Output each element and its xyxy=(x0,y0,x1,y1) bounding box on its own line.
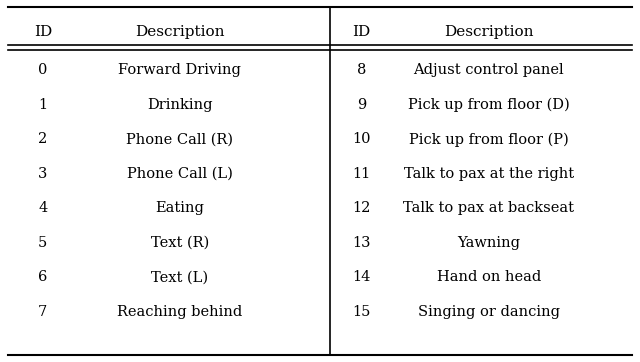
Text: 15: 15 xyxy=(352,305,371,319)
Text: Drinking: Drinking xyxy=(147,98,212,112)
Text: Singing or dancing: Singing or dancing xyxy=(418,305,560,319)
Text: Phone Call (R): Phone Call (R) xyxy=(126,132,234,146)
Text: 11: 11 xyxy=(352,167,371,181)
Text: 3: 3 xyxy=(38,167,47,181)
Text: Talk to pax at backseat: Talk to pax at backseat xyxy=(403,201,574,215)
Text: Phone Call (L): Phone Call (L) xyxy=(127,167,233,181)
Text: Yawning: Yawning xyxy=(458,236,520,250)
Text: 5: 5 xyxy=(38,236,47,250)
Text: Eating: Eating xyxy=(156,201,204,215)
Text: 10: 10 xyxy=(352,132,371,146)
Text: Hand on head: Hand on head xyxy=(436,270,541,284)
Text: Text (R): Text (R) xyxy=(150,236,209,250)
Text: 0: 0 xyxy=(38,63,47,77)
Text: 6: 6 xyxy=(38,270,47,284)
Text: 14: 14 xyxy=(352,270,371,284)
Text: 1: 1 xyxy=(38,98,47,112)
Text: Reaching behind: Reaching behind xyxy=(117,305,243,319)
Text: 8: 8 xyxy=(356,63,366,77)
Text: Text (L): Text (L) xyxy=(151,270,209,284)
Text: Description: Description xyxy=(444,25,534,39)
Text: Pick up from floor (D): Pick up from floor (D) xyxy=(408,98,570,112)
Text: 2: 2 xyxy=(38,132,47,146)
Text: Forward Driving: Forward Driving xyxy=(118,63,241,77)
Text: 13: 13 xyxy=(352,236,371,250)
Text: Description: Description xyxy=(135,25,225,39)
Text: ID: ID xyxy=(34,25,52,39)
Text: Talk to pax at the right: Talk to pax at the right xyxy=(404,167,574,181)
Text: 4: 4 xyxy=(38,201,47,215)
Text: Pick up from floor (P): Pick up from floor (P) xyxy=(409,132,569,147)
Text: 9: 9 xyxy=(356,98,366,112)
Text: 12: 12 xyxy=(352,201,371,215)
Text: 7: 7 xyxy=(38,305,47,319)
Text: Adjust control panel: Adjust control panel xyxy=(413,63,564,77)
Text: ID: ID xyxy=(352,25,371,39)
